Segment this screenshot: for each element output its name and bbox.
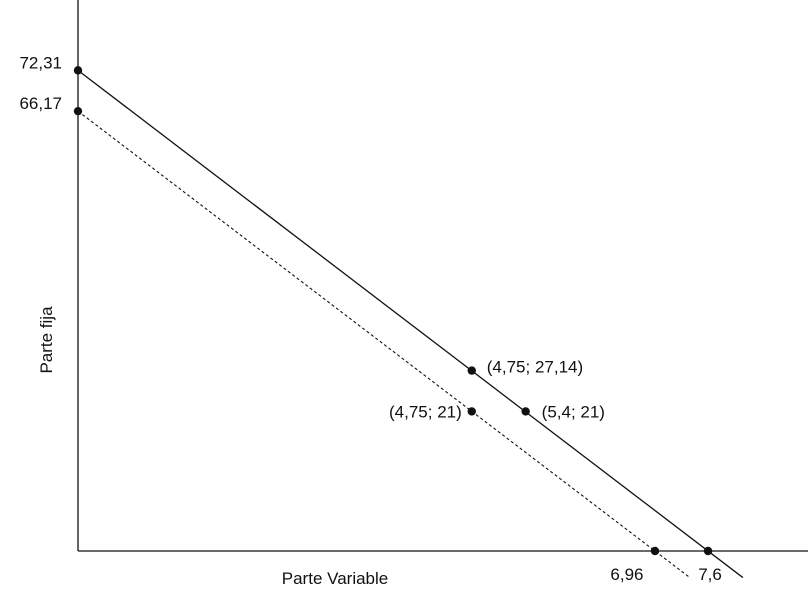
data-point (73, 66, 83, 75)
y-axis-label: Parte fija (37, 306, 56, 374)
plot-labels: 72,31 66,17 7,6 6,96 (4,75; 27,14) (4,75; 21)… (19, 53, 721, 584)
point-label: 7,6 (698, 565, 722, 584)
data-point (650, 546, 660, 556)
x-axis-label: Parte Variable (282, 569, 388, 588)
point-label: 66,17 (19, 94, 62, 113)
point-label: 72,31 (19, 53, 62, 72)
data-point (703, 546, 713, 556)
data-point (521, 407, 530, 416)
data-point (467, 407, 476, 416)
point-label: (4,75; 27,14) (487, 358, 583, 377)
point-label: 6,96 (610, 565, 643, 584)
plot-points (73, 66, 713, 556)
series-line-dashed (77, 110, 691, 578)
point-label: (5,4; 21) (542, 402, 605, 421)
plot-lines (77, 69, 744, 579)
data-point (467, 366, 476, 375)
series-line-solid (77, 69, 744, 579)
data-point (73, 106, 83, 116)
point-label: (4,75; 21) (389, 402, 462, 421)
